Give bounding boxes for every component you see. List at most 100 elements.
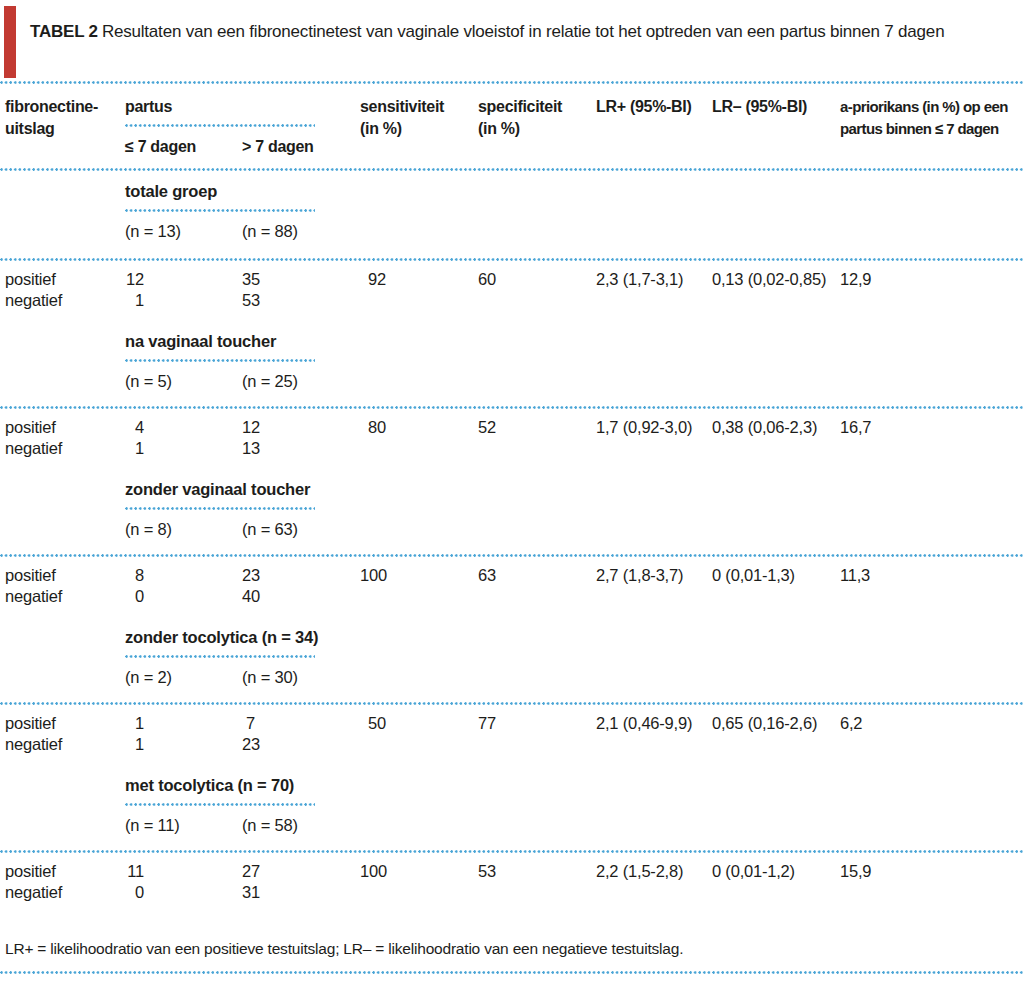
n-gt7: (n = 58) (242, 815, 298, 835)
column-header-sensitivity: sensitiviteit (in %) (360, 96, 478, 168)
column-header-partus: partus ≤ 7 dagen > 7 dagen (125, 96, 360, 168)
value-le7: 4 (125, 417, 242, 438)
group-header-zonder-tocolytica: zonder tocolytica (n = 34) (n = 2) (n = … (0, 607, 1024, 702)
n-gt7: (n = 30) (242, 667, 298, 687)
n-le7: (n = 8) (125, 519, 242, 539)
group-title: zonder vaginaal toucher (125, 479, 360, 499)
row-label-positief: positief (0, 269, 125, 290)
table-row-group: positief 12 35 92 60 2,3 (1,7-3,1) 0,13 … (0, 261, 1024, 311)
column-header-lr-minus: LR– (95%-BI) (712, 96, 840, 168)
group-title: met tocolytica (n = 70) (125, 775, 360, 795)
value-le7: 1 (125, 734, 242, 755)
value-le7: 1 (125, 713, 242, 734)
group-title: totale groep (125, 181, 360, 201)
n-le7: (n = 5) (125, 371, 242, 391)
n-le7: (n = 11) (125, 815, 242, 835)
value-lr-minus: 0,38 (0,06-2,3) (712, 417, 840, 438)
value-gt7: 12 (242, 417, 360, 438)
value-le7: 1 (125, 438, 242, 459)
divider (125, 359, 315, 362)
table-header-row: fibronectine- uitslag partus ≤ 7 dagen >… (0, 84, 1024, 168)
n-gt7: (n = 88) (242, 221, 298, 241)
row-label-positief: positief (0, 417, 125, 438)
divider (125, 655, 315, 658)
table-number: TABEL 2 (30, 22, 98, 41)
n-le7: (n = 13) (125, 221, 242, 241)
group-n-row: (n = 5) (n = 25) (125, 371, 360, 391)
row-label-negatief: negatief (0, 438, 125, 459)
value-gt7: 23 (242, 565, 360, 586)
value-sensitivity: 50 (360, 713, 478, 734)
value-prior: 15,9 (840, 861, 1024, 882)
column-header-specificity: specificiteit (in %) (478, 96, 596, 168)
row-label-positief: positief (0, 861, 125, 882)
value-sensitivity: 100 (360, 565, 478, 586)
value-prior: 16,7 (840, 417, 1024, 438)
table: TABEL 2Resultaten van een fibronectinete… (0, 0, 1024, 988)
table-caption: TABEL 2Resultaten van een fibronectinete… (0, 0, 1024, 81)
value-lr-minus: 0 (0,01-1,2) (712, 861, 840, 882)
table-row-group: positief 1 7 50 77 2,1 (0,46-9,9) 0,65 (… (0, 705, 1024, 755)
table-title: TABEL 2Resultaten van een fibronectinete… (30, 22, 944, 42)
value-sensitivity: 100 (360, 861, 478, 882)
n-le7: (n = 2) (125, 667, 242, 687)
group-title: na vaginaal toucher (125, 331, 360, 351)
value-lr-plus: 2,3 (1,7-3,1) (596, 269, 712, 290)
table-title-text: Resultaten van een fibronectinetest van … (102, 22, 945, 41)
column-header-le7: ≤ 7 dagen (125, 136, 242, 158)
value-gt7: 13 (242, 438, 360, 459)
value-specificity: 77 (478, 713, 596, 734)
value-prior: 12,9 (840, 269, 1024, 290)
value-gt7: 35 (242, 269, 360, 290)
row-label-negatief: negatief (0, 734, 125, 755)
table-row-group: positief 11 27 100 53 2,2 (1,5-2,8) 0 (0… (0, 853, 1024, 903)
value-gt7: 53 (242, 290, 360, 311)
divider (125, 124, 315, 127)
value-sensitivity: 80 (360, 417, 478, 438)
group-n-row: (n = 8) (n = 63) (125, 519, 360, 539)
value-lr-minus: 0,65 (0,16-2,6) (712, 713, 840, 734)
value-le7: 1 (125, 290, 242, 311)
value-gt7: 27 (242, 861, 360, 882)
group-header-zonder-vaginaal-toucher: zonder vaginaal toucher (n = 8) (n = 63) (0, 459, 1024, 554)
divider (125, 209, 315, 212)
column-header-lr-plus: LR+ (95%-BI) (596, 96, 712, 168)
value-specificity: 52 (478, 417, 596, 438)
value-specificity: 53 (478, 861, 596, 882)
row-label-negatief: negatief (0, 586, 125, 607)
divider (125, 803, 315, 806)
group-title: zonder tocolytica (n = 34) (125, 627, 360, 647)
value-gt7: 40 (242, 586, 360, 607)
value-gt7: 23 (242, 734, 360, 755)
value-gt7: 7 (242, 713, 360, 734)
value-specificity: 63 (478, 565, 596, 586)
value-lr-minus: 0,13 (0,02-0,85) (712, 269, 840, 290)
group-n-row: (n = 13) (n = 88) (125, 221, 360, 241)
value-lr-plus: 2,2 (1,5-2,8) (596, 861, 712, 882)
value-le7: 0 (125, 882, 242, 903)
group-header-na-vaginaal-toucher: na vaginaal toucher (n = 5) (n = 25) (0, 311, 1024, 406)
column-header-fibronectine: fibronectine- uitslag (0, 96, 125, 168)
row-label-positief: positief (0, 713, 125, 734)
value-specificity: 60 (478, 269, 596, 290)
value-lr-plus: 2,1 (0,46-9,9) (596, 713, 712, 734)
table-footnote: LR+ = likelihoodratio van een positieve … (0, 939, 1024, 959)
group-header-met-tocolytica: met tocolytica (n = 70) (n = 11) (n = 58… (0, 755, 1024, 850)
divider (0, 971, 1024, 974)
value-le7: 11 (125, 861, 242, 882)
group-n-row: (n = 11) (n = 58) (125, 815, 360, 835)
group-n-row: (n = 2) (n = 30) (125, 667, 360, 687)
row-label-positief: positief (0, 565, 125, 586)
row-label-negatief: negatief (0, 290, 125, 311)
value-sensitivity: 92 (360, 269, 478, 290)
group-header-totale-groep: totale groep (n = 13) (n = 88) (0, 171, 1024, 258)
divider (125, 507, 315, 510)
table-row-group: positief 4 12 80 52 1,7 (0,92-3,0) 0,38 … (0, 409, 1024, 459)
value-prior: 11,3 (840, 565, 1024, 586)
column-header-gt7: > 7 dagen (242, 136, 314, 158)
n-gt7: (n = 25) (242, 371, 298, 391)
value-prior: 6,2 (840, 713, 1024, 734)
value-lr-plus: 1,7 (0,92-3,0) (596, 417, 712, 438)
value-le7: 12 (125, 269, 242, 290)
column-header-prior: a-priorikans (in %) op een partus binnen… (840, 96, 1024, 168)
